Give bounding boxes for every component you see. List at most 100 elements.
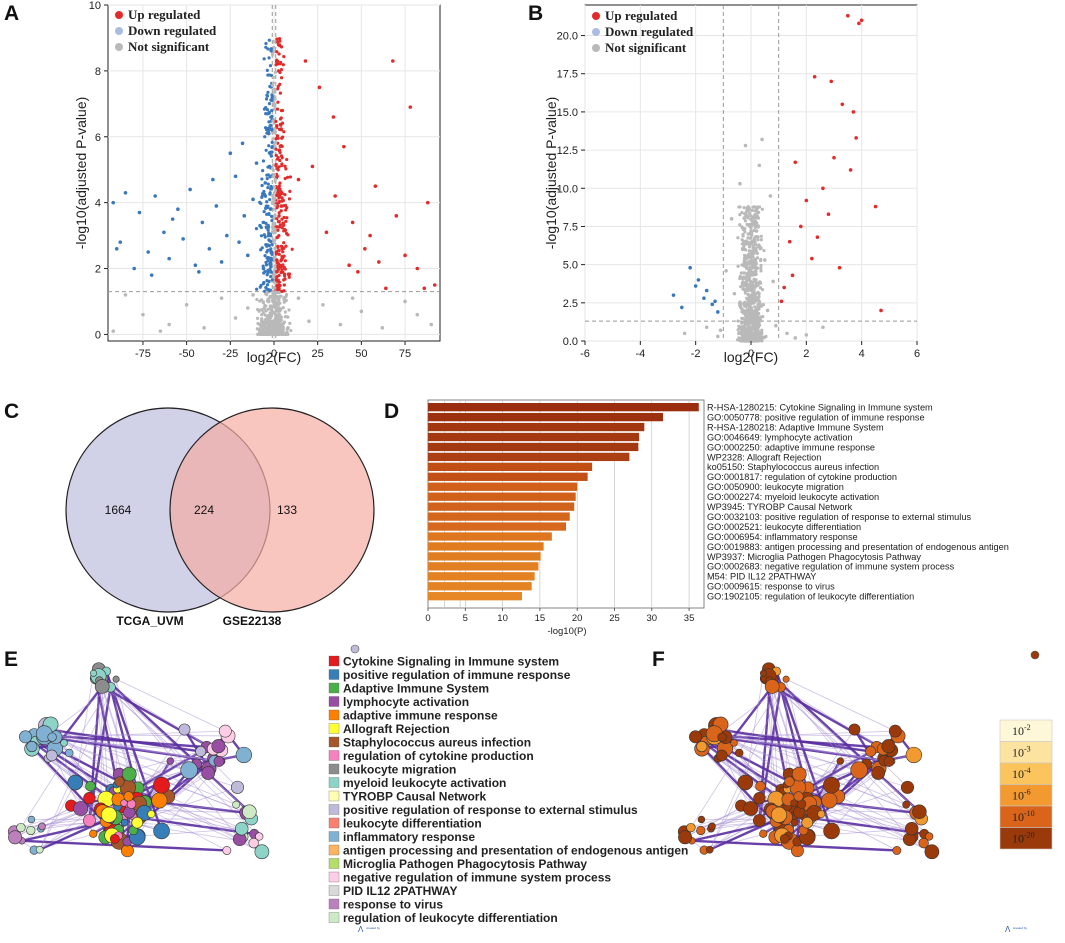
network-edge xyxy=(716,728,871,753)
legend-swatch xyxy=(328,763,340,775)
density-dot xyxy=(272,240,276,245)
density-dot xyxy=(276,59,280,63)
density-dot xyxy=(266,323,270,327)
data-point-not-significant xyxy=(219,296,224,300)
data-point-up-regulated xyxy=(368,233,372,238)
y-tick-label: 10 xyxy=(89,0,101,12)
network-node xyxy=(114,776,125,787)
data-point-up-regulated xyxy=(879,308,883,313)
bars-d: 0 5 10 15 20 25 30 35 R-HSA-1280215: Cytokine Si… xyxy=(425,399,1009,624)
density-dot xyxy=(283,227,287,232)
density-dot xyxy=(759,337,764,341)
density-dot xyxy=(740,263,744,267)
density-dot xyxy=(271,174,275,179)
network-edge xyxy=(20,687,111,828)
data-point-up-regulated xyxy=(296,177,301,182)
network-node xyxy=(697,815,706,824)
density-dot xyxy=(290,247,294,251)
network-node xyxy=(65,748,74,758)
legend-swatch xyxy=(328,736,340,748)
density-dot xyxy=(750,336,754,340)
panel-label-a: A xyxy=(4,2,19,25)
density-dot xyxy=(282,241,286,245)
density-dot xyxy=(741,287,746,292)
legend-label-ns: Not significant xyxy=(605,40,687,55)
density-dot xyxy=(757,205,762,209)
density-dot xyxy=(283,259,287,263)
bar-category-label: GO:0050778: positive regulation of immun… xyxy=(707,412,925,422)
density-dot xyxy=(277,295,281,299)
density-dot xyxy=(269,265,273,269)
bar xyxy=(428,512,570,521)
density-dot xyxy=(758,286,763,290)
density-dot xyxy=(755,211,759,215)
network-edge xyxy=(115,678,226,732)
density-dot xyxy=(281,63,285,67)
density-dot xyxy=(278,43,282,47)
bar-category-label: GO:0002250: adaptive immune response xyxy=(707,442,875,452)
data-point-not-significant xyxy=(429,322,434,327)
network-node xyxy=(147,810,156,819)
density-dot xyxy=(268,192,272,196)
data-point-up-regulated xyxy=(425,200,430,205)
data-point-not-significant xyxy=(724,268,728,273)
network-node xyxy=(790,799,798,807)
network-node xyxy=(759,829,768,838)
network-edge xyxy=(46,728,201,753)
density-dot xyxy=(264,41,268,46)
density-dot xyxy=(269,239,273,244)
x-axis-label-b: log2(FC) xyxy=(724,349,778,365)
bar xyxy=(428,462,593,471)
bar-x-tick-label: 5 xyxy=(463,613,468,624)
data-point-up-regulated xyxy=(432,283,437,287)
legend-label: leukocyte differentiation xyxy=(343,817,482,831)
density-dot xyxy=(756,238,760,242)
density-dot xyxy=(736,338,740,342)
density-dot xyxy=(264,45,268,49)
density-dot xyxy=(744,280,748,284)
density-dot xyxy=(754,214,758,218)
density-dot xyxy=(272,90,276,94)
panel-d: D 0 5 10 15 20 25 30 35 R-HSA-1280215: Cytokine … xyxy=(384,399,1009,637)
legend-swatch-up xyxy=(592,12,600,20)
density-dot xyxy=(263,313,267,317)
venn-circle-gse xyxy=(169,407,375,613)
density-dot xyxy=(747,249,751,253)
density-dot xyxy=(277,326,281,330)
network-node xyxy=(791,766,807,782)
data-point-up-regulated xyxy=(812,74,817,79)
network-node xyxy=(881,739,896,754)
density-dot xyxy=(275,295,279,299)
density-dot xyxy=(265,279,269,283)
data-point-up-regulated xyxy=(840,102,845,107)
density-dot xyxy=(754,234,758,239)
scale-swatch xyxy=(999,827,1053,850)
density-dot xyxy=(755,298,759,303)
data-point-up-regulated xyxy=(851,110,856,114)
data-point-not-significant xyxy=(718,328,723,333)
data-point-down-regulated xyxy=(240,141,245,146)
scale-label: 10-20 xyxy=(1012,831,1035,846)
metascape-logo-f: Λ xyxy=(1005,925,1011,934)
density-dot xyxy=(285,216,289,220)
density-dot xyxy=(269,256,273,260)
legend-label: positive regulation of immune response xyxy=(343,668,571,682)
x-tick-label: 4 xyxy=(859,348,865,360)
density-dot xyxy=(748,211,752,215)
network-edge xyxy=(771,685,884,750)
density-dot xyxy=(286,175,290,179)
network-node xyxy=(848,723,861,736)
network-edge xyxy=(167,796,242,830)
density-dot xyxy=(277,148,282,152)
density-dot xyxy=(283,332,287,337)
network-node xyxy=(83,814,96,827)
data-point-not-significant xyxy=(415,312,420,317)
density-dot xyxy=(750,249,754,253)
density-dot xyxy=(279,60,283,65)
panel-c: C 1664 224 133 TCGA_UVM GSE22138 xyxy=(4,400,375,628)
density-dot xyxy=(272,100,276,105)
density-dot xyxy=(261,220,265,225)
network-node xyxy=(153,776,170,794)
density-dot xyxy=(749,267,753,271)
density-dot xyxy=(271,289,275,294)
